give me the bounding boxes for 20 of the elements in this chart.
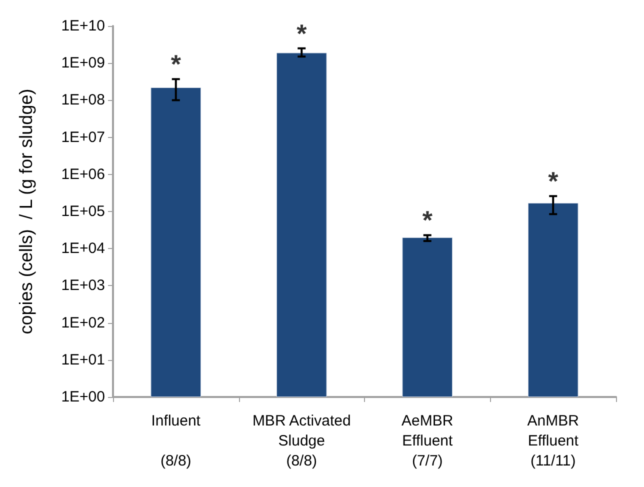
y-tick-label: 1E+02 — [61, 314, 105, 332]
annotation: * — [422, 205, 434, 236]
annotation: * — [296, 18, 308, 48]
y-tick-label: 1E+05 — [61, 203, 105, 220]
y-tick-label: 1E+07 — [61, 128, 105, 146]
y-tick-label: 1E+01 — [61, 351, 105, 368]
x-tick-label: AnMBR Effluent (11/11) — [527, 412, 580, 470]
annotation: * — [548, 166, 560, 196]
y-tick-label: 1E+08 — [61, 92, 105, 109]
x-tick-label: MBR Activated Sludge (8/8) — [252, 412, 351, 470]
y-tick-label: 1E+09 — [61, 54, 105, 72]
y-axis-title: copies (cells) / L (g for sludge) — [16, 88, 36, 334]
y-tick-label: 1E+10 — [61, 18, 105, 34]
y-tick-label: 1E+04 — [61, 240, 105, 258]
y-tick-label: 1E+03 — [61, 277, 105, 294]
category-label: Influent (8/8) — [151, 412, 200, 470]
annotation: * — [170, 49, 182, 80]
x-tick-label: AeMBR Effluent (7/7) — [402, 412, 454, 470]
y-tick-label: 1E+00 — [61, 388, 105, 406]
y-tick-label: 1E+06 — [61, 166, 105, 183]
